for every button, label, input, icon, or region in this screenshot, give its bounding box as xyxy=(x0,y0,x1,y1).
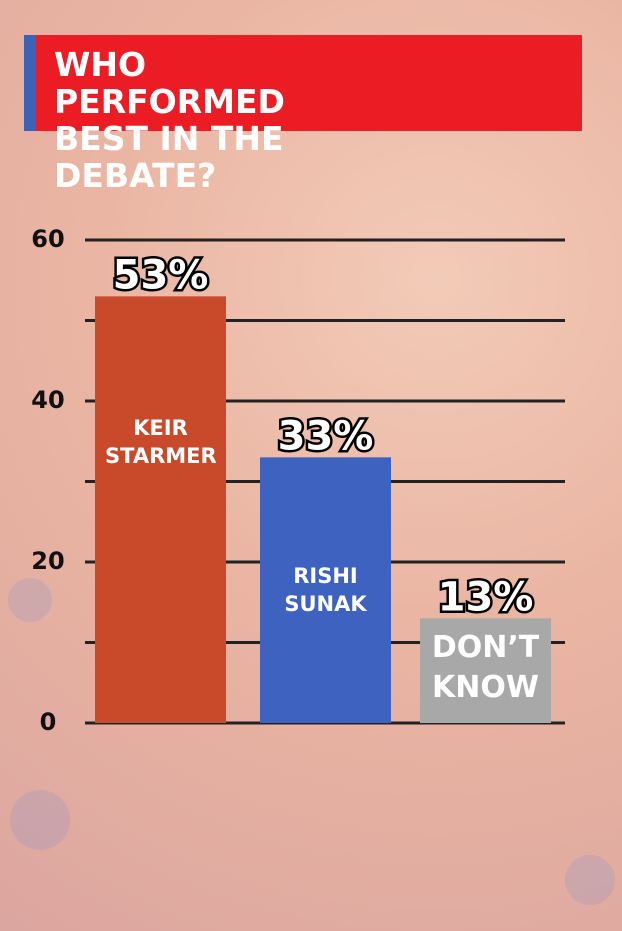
chart-title: WHO PERFORMED BEST IN THE DEBATE? xyxy=(54,45,285,195)
y-tick-label: 40 xyxy=(31,386,64,414)
y-tick-label: 60 xyxy=(31,225,64,253)
bar xyxy=(260,457,391,723)
y-tick-label: 20 xyxy=(31,547,64,575)
value-label: 53% xyxy=(113,252,209,298)
value-label: 33% xyxy=(278,413,374,459)
bar xyxy=(420,618,551,723)
y-tick-label: 0 xyxy=(40,708,57,736)
decoration xyxy=(8,578,615,905)
category-label: KEIR STARMER xyxy=(105,416,217,469)
bar xyxy=(95,296,226,723)
category-label: RISHI SUNAK xyxy=(284,564,367,617)
title-banner xyxy=(24,35,582,131)
value-label: 13% xyxy=(438,574,534,620)
category-label: DON’T KNOW xyxy=(431,630,540,706)
